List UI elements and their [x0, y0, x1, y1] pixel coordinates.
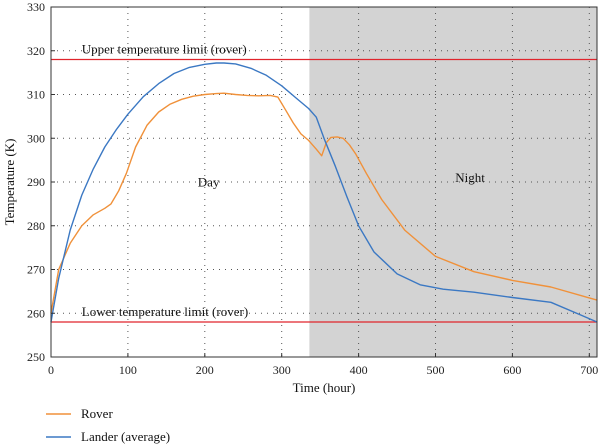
y-tick-label: 270 [27, 263, 45, 277]
y-tick-label: 280 [27, 219, 45, 233]
y-tick-label: 250 [27, 350, 45, 364]
annotation-night: Night [455, 170, 485, 185]
y-tick-label: 290 [27, 175, 45, 189]
x-tick-label: 700 [580, 363, 598, 377]
x-tick-label: 400 [350, 363, 368, 377]
legend-label-lander: Lander (average) [81, 429, 170, 444]
x-tick-label: 200 [196, 363, 214, 377]
annotations: Day Night [198, 170, 485, 189]
y-axis-title: Temperature (K) [2, 139, 17, 226]
series-line-lander [50, 62, 598, 323]
y-tick-label: 260 [27, 306, 45, 320]
legend: Rover Lander (average) [46, 406, 170, 444]
y-tick-label: 320 [27, 44, 45, 58]
y-tick-label: 330 [27, 0, 45, 14]
limit-label-1: Lower temperature limit (rover) [82, 304, 248, 319]
limit-lines: Upper temperature limit (rover) Lower tem… [51, 42, 597, 323]
limit-label-0: Upper temperature limit (rover) [82, 42, 247, 57]
axis-ticks: 0 100 200 300 400 500 600 700 250 260 270 280 290 300… [27, 0, 598, 377]
series-line-rover [50, 92, 598, 314]
grid [51, 7, 597, 357]
annotation-day: Day [198, 174, 220, 189]
x-tick-label: 0 [48, 363, 54, 377]
x-tick-label: 500 [427, 363, 445, 377]
x-axis-title: Time (hour) [293, 380, 356, 395]
x-tick-label: 600 [503, 363, 521, 377]
y-tick-label: 300 [27, 131, 45, 145]
series-lines [50, 62, 598, 323]
y-tick-label: 310 [27, 88, 45, 102]
x-tick-label: 300 [273, 363, 291, 377]
x-tick-label: 100 [119, 363, 137, 377]
legend-label-rover: Rover [81, 406, 113, 421]
